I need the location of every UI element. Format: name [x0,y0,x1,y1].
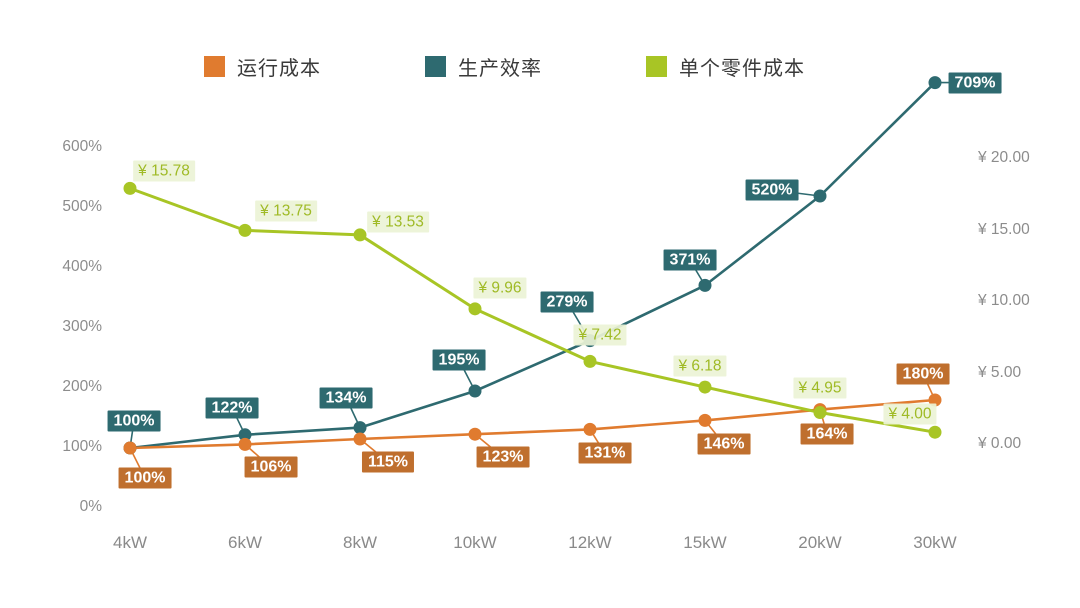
right-axis-tick-15: ¥ 15.00 [978,220,1030,238]
right-axis-tick-0: ¥ 0.00 [978,435,1022,452]
operating-cost-label-30kW: 180% [896,363,950,385]
production-efficiency-point-6kW [238,428,252,442]
operating-cost-point-8kW [353,432,367,446]
legend-swatch-production-efficiency-icon [425,56,446,77]
left-axis-tick-300%: 300% [62,318,102,335]
left-axis-tick-500%: 500% [62,198,102,215]
production-efficiency-point-20kW [813,189,827,203]
unit-part-cost-point-20kW [813,406,827,420]
production-efficiency-label-12kW: 279% [540,291,594,313]
left-axis-tick-200%: 200% [62,378,102,395]
production-efficiency-label-30kW: 709% [948,72,1002,94]
unit-part-cost-label-6kW: ¥ 13.75 [255,200,317,222]
operating-cost-label-4kW: 100% [118,467,172,489]
operating-cost-label-6kW: 106% [244,456,298,478]
production-efficiency-point-30kW [928,76,942,90]
unit-part-cost-label-4kW: ¥ 15.78 [133,160,195,182]
x-axis-tick-4kW: 4kW [113,533,147,552]
legend-label-production-efficiency: 生产效率 [458,58,542,80]
operating-cost-point-10kW [468,427,482,441]
legend: 运行成本 生产效率 单个零件成本 [204,52,805,81]
operating-cost-point-6kW [238,437,252,451]
legend-swatch-unit-part-cost-icon [646,56,667,77]
operating-cost-point-4kW [123,441,137,455]
production-efficiency-point-8kW [353,421,367,435]
left-axis-tick-600%: 600% [62,138,102,155]
legend-item-operating-cost: 运行成本 [204,52,321,81]
production-efficiency-label-20kW: 520% [745,179,799,201]
unit-part-cost-label-30kW: ¥ 4.00 [883,403,937,425]
production-efficiency-line [128,81,937,450]
production-efficiency-label-15kW: 371% [663,249,717,271]
legend-swatch-operating-cost-icon [204,56,225,77]
legend-item-production-efficiency: 生产效率 [425,52,542,81]
x-axis-tick-15kW: 15kW [683,533,727,552]
right-axis-tick-5: ¥ 5.00 [978,363,1022,381]
x-axis-tick-12kW: 12kW [568,533,612,552]
legend-label-operating-cost: 运行成本 [237,58,321,80]
x-axis-tick-10kW: 10kW [453,533,497,552]
unit-part-cost-point-6kW [238,223,252,237]
operating-cost-point-12kW [583,422,597,436]
left-axis-tick-0%: 0% [79,498,102,515]
x-axis-tick-8kW: 8kW [343,533,377,552]
operating-cost-point-15kW [698,413,712,427]
production-efficiency-point-10kW [468,384,482,398]
unit-part-cost-label-10kW: ¥ 9.96 [473,277,527,299]
operating-cost-label-12kW: 131% [578,442,632,464]
unit-part-cost-label-8kW: ¥ 13.53 [367,211,429,233]
production-efficiency-label-4kW: 100% [107,410,161,432]
operating-cost-label-20kW: 164% [800,423,854,445]
unit-part-cost-point-8kW [353,228,367,242]
operating-cost-label-15kW: 146% [697,433,751,455]
unit-part-cost-point-10kW [468,302,482,316]
right-axis-tick-10: ¥ 10.00 [978,292,1030,309]
operating-cost-line [128,398,937,450]
x-axis-tick-20kW: 20kW [798,533,842,552]
operating-cost-point-30kW [928,393,942,407]
production-efficiency-label-10kW: 195% [432,349,486,371]
operating-cost-label-10kW: 123% [476,446,530,468]
x-axis-tick-6kW: 6kW [228,533,262,552]
unit-part-cost-label-15kW: ¥ 6.18 [673,355,727,377]
unit-part-cost-point-30kW [928,425,942,439]
production-efficiency-point-15kW [698,278,712,292]
x-axis-tick-30kW: 30kW [913,533,957,552]
operating-cost-label-8kW: 115% [361,451,415,473]
unit-part-cost-label-12kW: ¥ 7.42 [573,324,627,346]
unit-part-cost-point-12kW [583,354,597,368]
right-axis-tick-20: ¥ 20.00 [978,149,1030,166]
legend-label-unit-part-cost: 单个零件成本 [679,58,805,80]
unit-part-cost-label-20kW: ¥ 4.95 [793,377,847,399]
unit-part-cost-point-4kW [123,181,137,195]
left-axis-tick-400%: 400% [62,258,102,275]
production-efficiency-label-8kW: 134% [319,387,373,409]
unit-part-cost-point-15kW [698,380,712,394]
legend-item-unit-part-cost: 单个零件成本 [646,52,805,81]
unit-part-cost-line [128,186,937,434]
production-efficiency-label-6kW: 122% [205,397,259,419]
left-axis-tick-100%: 100% [62,438,102,455]
